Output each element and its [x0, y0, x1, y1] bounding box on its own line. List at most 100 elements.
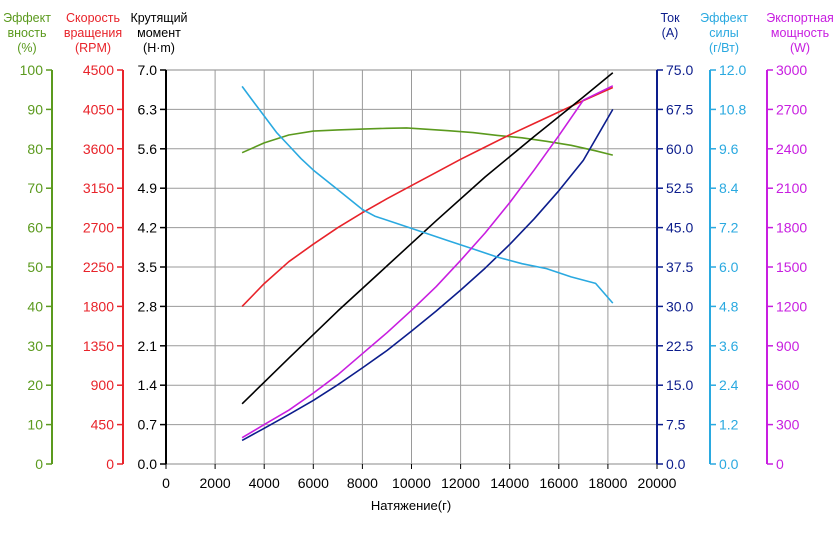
x-tick-label: 20000	[638, 475, 677, 491]
axes: 0 2000 4000 6000 8000 10000 12000 14000 16000 180…	[3, 11, 834, 491]
y-tick-label: 30.0	[666, 298, 693, 314]
y-tick-label: 1500	[776, 259, 807, 275]
axis-title: (A)	[662, 26, 679, 40]
y-tick-label: 2.1	[138, 338, 158, 354]
y-tick-label: 80	[27, 141, 43, 157]
axis-title: момент	[137, 26, 181, 40]
x-tick-label: 2000	[200, 475, 231, 491]
y-tick-label: 0	[106, 456, 114, 472]
y-tick-label: 7.0	[138, 62, 158, 78]
y-tick-label: 40	[27, 298, 43, 314]
axis-torque: 0.0 0.7 1.4 2.1 2.8 3.5 4.2 4.9 5.6 6.3 7.0 Крутящи…	[130, 11, 187, 472]
x-axis-label: Натяжение(г)	[371, 498, 451, 513]
y-tick-label: 4.9	[138, 180, 158, 196]
x-tick-label: 14000	[490, 475, 529, 491]
y-tick-label: 22.5	[666, 338, 693, 354]
axis-title: Скорость	[66, 11, 120, 25]
y-tick-label: 67.5	[666, 101, 693, 117]
y-tick-label: 100	[20, 62, 44, 78]
y-tick-label: 0.0	[138, 456, 158, 472]
axis-title: вность	[8, 26, 47, 40]
axis-title: (г/Вт)	[709, 41, 739, 55]
y-tick-label: 37.5	[666, 259, 693, 275]
y-tick-label: 450	[91, 417, 115, 433]
y-tick-label: 0	[35, 456, 43, 472]
y-tick-label: 12.0	[719, 62, 746, 78]
axis-title: (%)	[17, 41, 36, 55]
y-tick-label: 10	[27, 417, 43, 433]
y-tick-label: 0	[776, 456, 784, 472]
y-tick-label: 10.8	[719, 101, 746, 117]
x-tick-label: 12000	[441, 475, 480, 491]
y-tick-label: 90	[27, 101, 43, 117]
x-tick-label: 10000	[392, 475, 431, 491]
y-tick-label: 2700	[776, 101, 807, 117]
axis-title: (W)	[790, 41, 810, 55]
y-tick-label: 60	[27, 220, 43, 236]
y-tick-label: 2.8	[138, 298, 158, 314]
y-tick-label: 1.4	[138, 377, 158, 393]
y-tick-label: 4050	[83, 101, 114, 117]
axis-power: 0 300 600 900 1200 1500 1800 2100 2400 2700 3000 Эк…	[766, 11, 834, 472]
y-tick-label: 3600	[83, 141, 114, 157]
y-tick-label: 3.5	[138, 259, 158, 275]
y-tick-label: 60.0	[666, 141, 693, 157]
y-tick-label: 2100	[776, 180, 807, 196]
axis-title: вращения	[64, 26, 122, 40]
y-tick-label: 900	[776, 338, 800, 354]
y-tick-label: 75.0	[666, 62, 693, 78]
axis-title: Эффект	[3, 11, 51, 25]
y-tick-label: 1800	[776, 220, 807, 236]
y-tick-label: 7.5	[666, 417, 686, 433]
y-tick-label: 4.8	[719, 298, 739, 314]
y-tick-label: 600	[776, 377, 800, 393]
y-tick-label: 0.0	[719, 456, 739, 472]
y-tick-label: 1200	[776, 298, 807, 314]
y-tick-label: 20	[27, 377, 43, 393]
y-tick-label: 6.0	[719, 259, 739, 275]
y-tick-label: 5.6	[138, 141, 158, 157]
y-tick-label: 0.7	[138, 417, 158, 433]
y-tick-label: 4.2	[138, 220, 158, 236]
axis-current: 0.0 7.5 15.0 22.5 30.0 37.5 45.0 52.5 60.0 67.5 75…	[656, 11, 693, 472]
y-tick-label: 2250	[83, 259, 114, 275]
x-tick-label: 6000	[298, 475, 329, 491]
y-tick-label: 1800	[83, 298, 114, 314]
x-tick-label: 0	[162, 475, 170, 491]
y-tick-label: 8.4	[719, 180, 739, 196]
axis-title: Эффект	[700, 11, 748, 25]
y-tick-label: 1.2	[719, 417, 739, 433]
y-tick-label: 0.0	[666, 456, 686, 472]
x-tick-label: 4000	[249, 475, 280, 491]
y-tick-label: 300	[776, 417, 800, 433]
y-tick-label: 2.4	[719, 377, 739, 393]
y-tick-label: 4500	[83, 62, 114, 78]
axis-title: (RPM)	[75, 41, 111, 55]
grid	[165, 69, 658, 465]
x-tick-label: 18000	[588, 475, 627, 491]
y-tick-label: 9.6	[719, 141, 739, 157]
series-line-torque	[241, 72, 614, 405]
series-line-force_eff	[241, 85, 614, 304]
y-tick-label: 30	[27, 338, 43, 354]
series-lines	[241, 72, 614, 442]
series-line-rpm	[241, 86, 614, 307]
axis-title: Крутящий	[130, 11, 187, 25]
y-tick-label: 900	[91, 377, 115, 393]
y-tick-label: 50	[27, 259, 43, 275]
axis-rpm: 0 450 900 1350 1800 2250 2700 3150 3600 4050 4500 С…	[64, 11, 124, 472]
y-tick-label: 1350	[83, 338, 114, 354]
y-tick-label: 15.0	[666, 377, 693, 393]
y-tick-label: 3.6	[719, 338, 739, 354]
x-tick-label: 8000	[347, 475, 378, 491]
y-tick-label: 2700	[83, 220, 114, 236]
series-line-power	[241, 85, 614, 439]
y-tick-label: 45.0	[666, 220, 693, 236]
y-tick-label: 52.5	[666, 180, 693, 196]
axis-title: Ток	[660, 11, 680, 25]
series-line-current	[241, 108, 614, 442]
y-tick-label: 3000	[776, 62, 807, 78]
axis-title: мощность	[771, 26, 829, 40]
axis-force_eff: 0.0 1.2 2.4 3.6 4.8 6.0 7.2 8.4 9.6 10.8 12.0 Эффек…	[700, 11, 748, 472]
